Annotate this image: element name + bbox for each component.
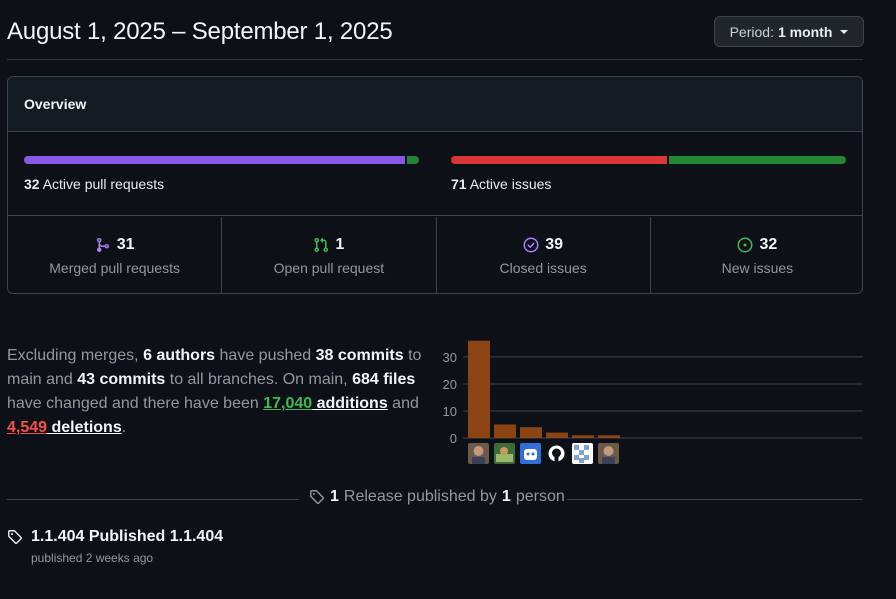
divider-line bbox=[567, 499, 863, 500]
identicon-cell bbox=[574, 455, 579, 460]
new-segment bbox=[669, 156, 846, 164]
release-title-link[interactable]: 1.1.404 Published 1.1.404 bbox=[7, 528, 223, 546]
y-tick-label: 10 bbox=[443, 404, 457, 419]
caret-down-icon bbox=[840, 29, 849, 34]
overview-title: Overview bbox=[24, 96, 87, 112]
release-subtitle: published 2 weeks ago bbox=[31, 551, 154, 565]
overview-header: Overview bbox=[8, 77, 862, 132]
tag-icon bbox=[8, 530, 22, 544]
commit-bar bbox=[494, 424, 516, 438]
period-dropdown-button[interactable]: Period: 1 month bbox=[714, 16, 864, 47]
identicon-cell bbox=[574, 445, 579, 450]
commit-bar bbox=[546, 432, 568, 438]
authors-count: 6 authors bbox=[143, 347, 216, 364]
stat-label: Closed issues bbox=[499, 259, 587, 276]
closed-segment bbox=[451, 156, 668, 164]
stat-label: New issues bbox=[721, 259, 794, 276]
commits-by-author-chart: 0 10 20 30 bbox=[443, 340, 863, 464]
issue-closed-icon bbox=[523, 237, 539, 252]
identicon-cell bbox=[579, 458, 584, 463]
commit-bar bbox=[468, 340, 490, 438]
closed-issues-stat[interactable]: 39 Closed issues bbox=[437, 217, 651, 293]
period-value: 1 month bbox=[777, 23, 833, 40]
avatar-ground bbox=[496, 454, 513, 462]
avatar-shoulders bbox=[472, 457, 485, 464]
pull-requests-progress-bar bbox=[24, 156, 419, 164]
merged-segment bbox=[24, 156, 406, 164]
additions-link[interactable]: 17,040 additions bbox=[263, 395, 388, 412]
y-tick-label: 0 bbox=[450, 431, 457, 446]
avatar-face bbox=[473, 446, 484, 456]
commit-bar bbox=[598, 435, 620, 438]
overview-stats: 31 Merged pull requests 1 Open pull requ… bbox=[8, 217, 862, 293]
pull-requests-summary[interactable]: 32 Active pull requests bbox=[24, 156, 419, 192]
overview-panel: Overview 32 Active pull requests 71 Acti… bbox=[7, 76, 863, 294]
identicon-cell bbox=[579, 450, 584, 455]
main-commits-count: 38 commits bbox=[315, 347, 404, 364]
stat-label: Open pull request bbox=[273, 259, 385, 276]
active-pull-requests-label: 32 Active pull requests bbox=[24, 176, 165, 192]
bot-icon bbox=[524, 449, 537, 460]
merge-icon bbox=[96, 237, 109, 252]
avatar-shoulders bbox=[602, 457, 615, 464]
page-header: August 1, 2025 – September 1, 2025 Perio… bbox=[7, 0, 864, 60]
divider-line bbox=[7, 499, 299, 500]
bot-eye bbox=[531, 452, 535, 456]
issue-opened-icon bbox=[737, 237, 753, 252]
merged-pull-requests-stat[interactable]: 31 Merged pull requests bbox=[8, 217, 223, 293]
commit-bar bbox=[520, 427, 542, 438]
deletions-link[interactable]: 4,549 deletions bbox=[7, 419, 122, 436]
active-issues-label: 71 Active issues bbox=[451, 176, 552, 192]
release-item: 1.1.404 Published 1.1.404 published 2 we… bbox=[7, 528, 223, 565]
period-label: Period: bbox=[729, 23, 774, 40]
stat-label: Merged pull requests bbox=[49, 259, 180, 276]
overview-bars: 32 Active pull requests 71 Active issues bbox=[8, 132, 862, 216]
open-segment bbox=[407, 156, 419, 164]
issues-summary[interactable]: 71 Active issues bbox=[451, 156, 846, 192]
pull-request-icon bbox=[314, 237, 329, 252]
commit-bar bbox=[572, 435, 594, 438]
new-issues-stat[interactable]: 32 New issues bbox=[721, 235, 794, 276]
github-mark-inner bbox=[552, 448, 561, 458]
avatar-face bbox=[603, 446, 614, 456]
github-mark-tail bbox=[554, 456, 559, 462]
open-pull-request-stat[interactable]: 1 Open pull request bbox=[222, 217, 437, 293]
all-commits-count: 43 commits bbox=[77, 371, 166, 388]
date-range-title: August 1, 2025 – September 1, 2025 bbox=[7, 18, 393, 45]
releases-divider: 1 Release published by 1 person bbox=[7, 484, 863, 508]
releases-summary[interactable]: 1 Release published by 1 person bbox=[309, 488, 565, 506]
y-tick-label: 20 bbox=[443, 377, 457, 392]
identicon-cell bbox=[584, 445, 589, 450]
identicon-cell bbox=[584, 455, 589, 460]
avatar-figure bbox=[500, 447, 508, 455]
tag-icon bbox=[310, 490, 324, 504]
commit-summary: Excluding merges, 6 authors have pushed … bbox=[7, 347, 422, 436]
issues-progress-bar bbox=[451, 156, 846, 164]
bot-eye bbox=[526, 452, 530, 456]
y-tick-label: 30 bbox=[443, 350, 457, 365]
files-changed-count: 684 files bbox=[352, 371, 416, 388]
